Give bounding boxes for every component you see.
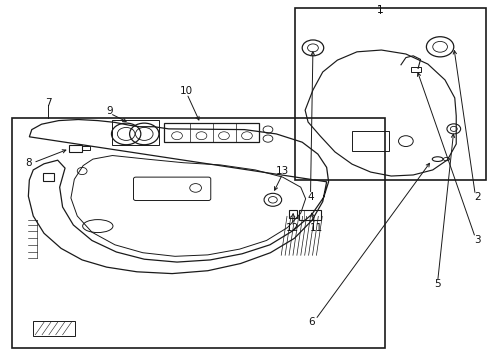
Bar	[81, 146, 90, 150]
Bar	[410, 67, 420, 72]
Text: 9: 9	[106, 106, 113, 116]
Bar	[163, 123, 259, 142]
Text: 5: 5	[433, 279, 440, 289]
Text: 1: 1	[376, 5, 383, 15]
Bar	[43, 173, 54, 181]
Text: 2: 2	[473, 192, 480, 202]
Bar	[299, 210, 321, 220]
Text: 10: 10	[180, 86, 193, 96]
Text: 12: 12	[285, 222, 299, 233]
Text: 3: 3	[473, 235, 480, 246]
Text: 11: 11	[309, 222, 323, 233]
Bar	[288, 210, 297, 218]
Text: 6: 6	[308, 317, 315, 327]
Bar	[294, 8, 485, 180]
Text: 13: 13	[275, 166, 289, 176]
Text: 8: 8	[25, 158, 32, 168]
Bar	[69, 145, 81, 152]
Text: 7: 7	[44, 98, 51, 108]
Bar	[112, 120, 159, 145]
Text: 1: 1	[376, 5, 383, 15]
Text: 4: 4	[306, 192, 313, 202]
Bar	[351, 131, 388, 151]
Bar	[33, 321, 75, 336]
Bar	[12, 118, 384, 348]
